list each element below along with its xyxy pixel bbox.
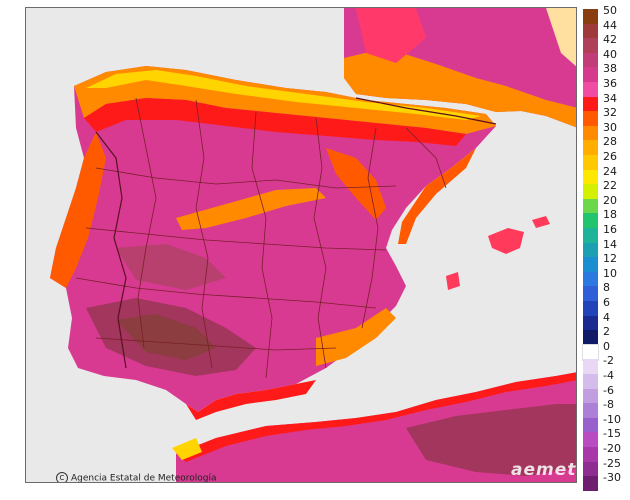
legend-tick-label: -2 [603,354,614,368]
legend-tick-label: 14 [603,237,617,251]
legend-tick-label: 6 [603,296,610,309]
legend-swatch [583,96,598,112]
france-spain-border [355,97,497,125]
legend-swatch [583,461,598,477]
north-coast-yellow [86,70,481,120]
legend-swatch [583,125,598,141]
tagus-hot [116,244,226,290]
north-africa-red-coast [176,372,576,462]
legend-tick-label: 4 [603,310,610,324]
legend-swatch [583,242,598,258]
legend-swatch [583,476,598,492]
legend-swatch [583,38,598,54]
aemet-watermark: aemet [511,460,577,480]
legend-swatch [583,403,598,419]
legend-tick-label: 8 [603,281,610,295]
north-red-strip [84,98,466,146]
legend-swatch [583,359,598,375]
iberian-range-streak [326,148,386,220]
strait-yellow [172,438,202,460]
south-red-coast [186,380,316,420]
portugal-spain-border [95,131,127,369]
legend-swatch [583,111,598,127]
agency-label: Agencia Estatal de Meteorología [71,473,217,483]
france-red-patch [356,8,426,63]
legend-swatch [583,213,598,229]
legend-swatch [583,315,598,331]
legend-swatch [583,447,598,463]
legend-tick-label: 44 [603,18,617,32]
east-coast-band [398,148,476,244]
legend-tick-label: -30 [603,471,621,485]
menorca [532,216,550,228]
southeast-orange [316,308,396,366]
legend-swatch [582,343,599,361]
legend-tick-label: 32 [603,106,617,120]
legend-swatch [583,330,598,346]
legend-tick-label: 18 [603,208,617,222]
legend-swatch [583,67,598,83]
legend-tick-label: 24 [603,164,617,178]
north-africa-hot [406,404,576,476]
legend-swatch [583,432,598,448]
legend-swatch [583,82,598,98]
legend-swatch [583,374,598,390]
province-borders [75,97,447,379]
ibiza [446,272,460,290]
central-range-streak [176,188,326,230]
legend-tick-label: 34 [603,91,617,105]
legend-swatch [583,417,598,433]
aemet-logo-icon: C [56,472,68,482]
legend-tick-label: -15 [603,427,621,441]
legend-tick-label: 0 [603,339,610,353]
legend-tick-label: 38 [603,62,617,76]
legend-tick-label: 30 [603,120,617,134]
legend-tick-label: -20 [603,442,621,455]
legend-swatch [583,155,598,171]
legend-tick-label: 12 [603,252,617,266]
legend-swatch [583,169,598,185]
alps-yellow [546,8,576,67]
legend-swatch [583,140,598,156]
legend-tick-label: 22 [603,179,617,193]
legend-swatch [583,388,598,404]
legend-swatch [583,228,598,244]
legend-tick-label: 28 [603,135,617,149]
legend-tick-label: 50 [603,4,617,17]
legend-tick-label: -10 [603,412,621,426]
legend-swatch [583,286,598,302]
legend-swatch [583,52,598,68]
legend-tick-label: 42 [603,33,617,47]
map-canvas [26,8,576,482]
legend-tick-label: 16 [603,223,617,236]
legend-tick-label: 20 [603,193,617,207]
color-legend: 50 44 42 40 38 36 34 32 30 28 26 24 22 20 18 16 14 12 10 8 6… [582,5,630,493]
temperature-map: C Agencia Estatal de Meteorología aemet [25,7,577,483]
legend-tick-label: -8 [603,398,614,412]
agency-credit: C Agencia Estatal de Meteorología [56,472,217,483]
legend-swatch [583,184,598,200]
legend-tick-label: -25 [603,456,621,470]
legend-swatch [583,257,598,273]
france-orange-band [344,48,576,128]
legend-tick-label: 36 [603,77,617,90]
legend-tick-label: -4 [603,369,614,382]
legend-tick-label: -6 [603,383,614,397]
legend-swatch [583,23,598,39]
legend-tick-label: 10 [603,266,617,280]
west-coast-band [50,132,106,288]
legend-swatch [583,301,598,317]
legend-swatch [583,9,598,25]
legend-swatch [583,198,598,214]
legend-tick-label: 40 [603,47,617,61]
legend-tick-label: 26 [603,150,617,163]
mallorca [488,228,524,254]
legend-swatch [583,271,598,287]
legend-tick-label: 2 [603,325,610,339]
